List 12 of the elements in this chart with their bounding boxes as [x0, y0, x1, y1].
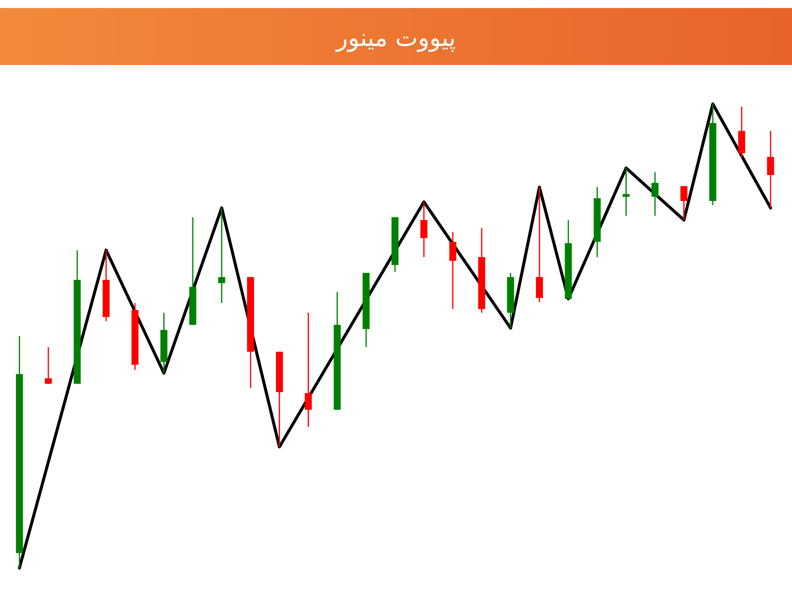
candlestick — [767, 130, 774, 209]
candlestick — [218, 207, 226, 304]
candlestick — [44, 346, 52, 384]
candlestick — [420, 201, 428, 258]
candlestick — [536, 186, 543, 303]
candlestick — [449, 231, 456, 310]
candlestick — [622, 167, 630, 216]
candlestick — [652, 172, 658, 216]
chart-title: پیووت مینور — [335, 24, 456, 52]
candlestick — [680, 186, 688, 221]
candlestick — [738, 106, 746, 158]
candlestick — [304, 312, 312, 428]
